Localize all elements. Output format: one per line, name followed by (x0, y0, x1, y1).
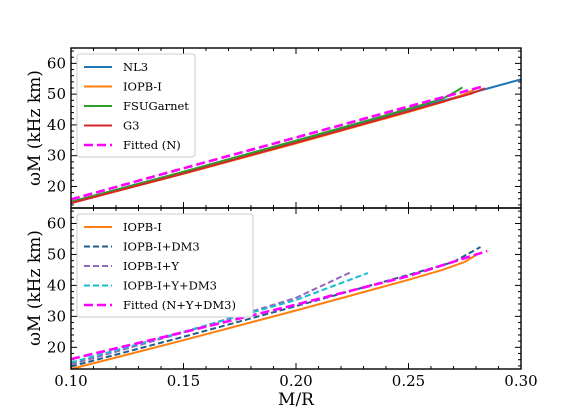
bottom-panel: 20 30 40 50 60 0.10 0.15 0.20 0.25 0.30 ωM (kHz … (25, 207, 538, 410)
top-y-axis-label: ωM (kHz km) (25, 70, 45, 186)
bottom-legend: IOPB-I IOPB-I+DM3 IOPB-I+Y IOPB-I+Y+DM3 Fitt… (76, 213, 254, 318)
top-legend-label: FSUGarnet (123, 99, 189, 113)
bottom-series-line-0 (70, 254, 477, 370)
x-tick-label: 0.20 (279, 372, 312, 390)
bottom-y-tick-labels: 20 30 40 50 60 (47, 214, 66, 356)
bottom-legend-label: IOPB-I+DM3 (123, 240, 200, 254)
top-legend-box (76, 53, 196, 158)
top-legend-items: NL3 IOPB-I FSUGarnet G3 Fitted (N) (84, 60, 189, 152)
bottom-legend-items: IOPB-I IOPB-I+DM3 IOPB-I+Y IOPB-I+Y+DM3 Fitt… (84, 220, 236, 312)
top-legend-label: G3 (123, 119, 140, 133)
bottom-legend-label: Fitted (N+Y+DM3) (123, 298, 236, 312)
bottom-legend-label: IOPB-I+Y+DM3 (123, 279, 217, 293)
bottom-legend-label: IOPB-I+Y (123, 259, 179, 273)
bottom-y-axis-label: ωM (kHz km) (25, 230, 45, 346)
top-y-tick-label: 30 (47, 147, 66, 165)
top-legend-label: Fitted (N) (123, 138, 181, 152)
bottom-y-tick-label: 60 (47, 214, 66, 232)
bottom-plot-frame (70, 207, 522, 370)
bottom-y-tick-label: 30 (47, 307, 66, 325)
top-y-tick-label: 60 (47, 54, 66, 72)
top-legend-label: IOPB-I (123, 80, 162, 94)
top-series-line-2 (70, 86, 464, 203)
top-legend-label: NL3 (123, 60, 148, 74)
top-y-tick-label: 50 (47, 85, 66, 103)
x-tick-label: 0.15 (167, 372, 200, 390)
top-y-tick-label: 20 (47, 177, 66, 195)
bottom-y-tick-label: 20 (47, 338, 66, 356)
x-tick-label: 0.10 (54, 372, 87, 390)
top-y-tick-labels: 20 30 40 50 60 (47, 54, 66, 195)
x-axis-label: M/R (278, 390, 315, 410)
bottom-legend-label: IOPB-I (123, 220, 162, 234)
bottom-y-tick-label: 40 (47, 276, 66, 294)
top-legend: NL3 IOPB-I FSUGarnet G3 Fitted (N) (76, 53, 196, 158)
x-tick-label: 0.30 (504, 372, 537, 390)
x-tick-label: 0.25 (392, 372, 425, 390)
bottom-legend-box (76, 213, 254, 318)
bottom-y-tick-label: 50 (47, 245, 66, 263)
top-panel: 20 30 40 50 60 ωM (kHz km) NL3 IOPB-I FSUGarne… (25, 47, 522, 209)
bottom-x-tick-labels: 0.10 0.15 0.20 0.25 0.30 (54, 372, 537, 390)
top-y-tick-label: 40 (47, 116, 66, 134)
top-series-line-3 (70, 87, 486, 205)
top-series-lines (70, 78, 522, 205)
